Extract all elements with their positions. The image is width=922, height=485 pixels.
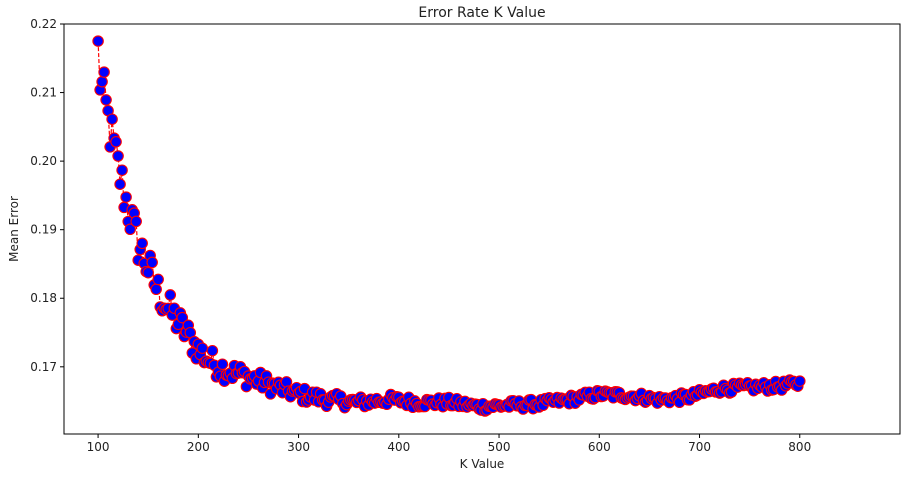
data-point — [206, 344, 219, 357]
data-point — [106, 113, 118, 125]
y-axis: 0.17 0.18 0.19 0.20 0.21 0.22 — [30, 17, 64, 374]
plot-area — [63, 23, 901, 435]
x-tick-label: 400 — [387, 440, 410, 454]
data-point — [152, 273, 164, 286]
data-point — [136, 237, 148, 250]
y-tick-label: 0.19 — [30, 223, 57, 237]
plot-frame — [63, 23, 901, 435]
data-point — [120, 191, 132, 203]
data-point — [280, 376, 293, 388]
chart-title: Error Rate K Value — [418, 5, 545, 21]
x-tick-label: 500 — [488, 440, 511, 454]
data-point — [116, 164, 128, 176]
data-point — [176, 311, 189, 324]
data-point — [92, 35, 104, 47]
data-point — [794, 375, 806, 387]
data-point — [216, 358, 229, 370]
data-point — [164, 289, 177, 301]
x-axis: 100 200 300 400 500 600 700 800 — [87, 434, 811, 454]
x-tick-label: 800 — [788, 440, 811, 454]
series-layer — [92, 35, 806, 417]
x-tick-label: 600 — [588, 440, 611, 454]
data-point — [142, 266, 154, 279]
data-point — [124, 223, 136, 236]
data-point — [96, 75, 108, 88]
x-tick-label: 700 — [688, 440, 711, 454]
y-tick-label: 0.21 — [30, 86, 57, 100]
x-tick-label: 300 — [287, 440, 310, 454]
data-point — [114, 178, 126, 190]
data-point — [110, 136, 122, 148]
y-tick-label: 0.20 — [30, 154, 57, 168]
x-tick-label: 100 — [87, 440, 110, 454]
data-point — [130, 215, 142, 228]
data-point — [150, 283, 162, 296]
y-tick-label: 0.17 — [30, 360, 57, 374]
data-point — [100, 94, 112, 106]
y-axis-label: Mean Error — [7, 196, 21, 262]
x-tick-label: 200 — [187, 440, 210, 454]
data-point — [112, 150, 124, 162]
data-point — [98, 66, 110, 78]
y-tick-label: 0.22 — [30, 17, 57, 31]
data-point — [196, 342, 209, 354]
x-axis-label: K Value — [460, 457, 505, 471]
data-point — [146, 256, 158, 269]
y-tick-label: 0.18 — [30, 291, 57, 305]
